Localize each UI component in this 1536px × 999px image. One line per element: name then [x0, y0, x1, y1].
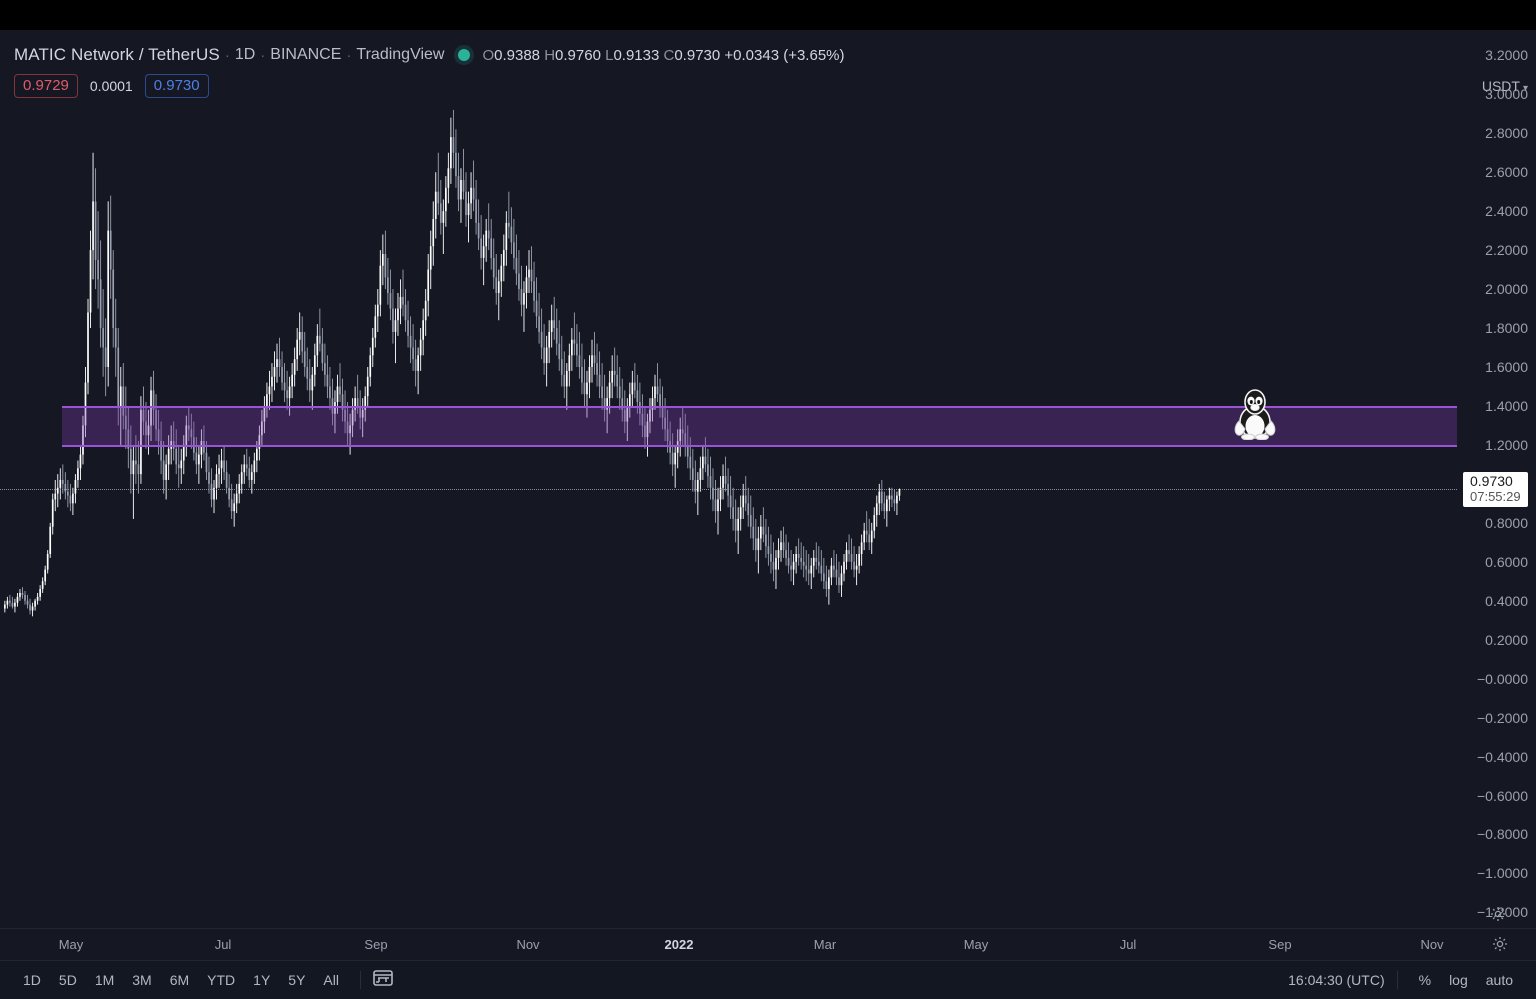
price-axis-tick: 2.8000: [1485, 125, 1528, 142]
price-axis-tick: −0.2000: [1477, 709, 1528, 726]
close-value: 0.9730: [674, 46, 721, 64]
price-tag-value: 0.9730: [1470, 473, 1513, 490]
bottom-toolbar: 1D 5D 1M 3M 6M YTD 1Y 5Y All 16:04:30 (UTC) % log…: [0, 960, 1536, 999]
timeframe-button-3m[interactable]: 3M: [132, 972, 152, 988]
price-axis-tick: 0.8000: [1485, 514, 1528, 531]
timeframe-button-all[interactable]: All: [323, 972, 339, 988]
scale-option-percent[interactable]: %: [1418, 972, 1432, 988]
time-axis-tick: Sep: [364, 937, 388, 952]
tux-penguin-icon: [1232, 388, 1278, 445]
exchange-label[interactable]: BINANCE: [270, 46, 342, 63]
price-axis-tick: 1.4000: [1485, 397, 1528, 414]
legend-quote-row: 0.9729 0.0001 0.9730: [14, 74, 845, 98]
timeframe-button-6m[interactable]: 6M: [169, 972, 190, 988]
time-axis-tick: Jul: [1119, 937, 1137, 952]
price-axis-tick: −1.2000: [1477, 904, 1528, 921]
high-label: H: [544, 46, 556, 64]
price-axis-labels[interactable]: USDT ▾ 3.2000 3.0000 2.8000 2.6000 2.4000 2.20…: [1457, 30, 1536, 928]
time-axis-tick: Nov: [1420, 937, 1444, 952]
time-axis-tick: 2022: [664, 937, 694, 952]
price-axis-tick: 1.6000: [1485, 358, 1528, 375]
price-tag-time: 07:55:29: [1470, 489, 1521, 505]
low-value: 0.9133: [613, 46, 660, 64]
change-value: +0.0343 (+3.65%): [724, 46, 845, 64]
spread-value: 0.0001: [89, 78, 133, 94]
timeframe-button-1d[interactable]: 1D: [23, 972, 41, 988]
gear-icon[interactable]: [1492, 936, 1508, 956]
time-axis-tick: Nov: [516, 937, 540, 952]
separator-dot-1: ·: [224, 46, 230, 64]
toolbar-divider-1: [359, 971, 361, 989]
legend-title-row: MATIC Network / TetherUS · 1D · BINANCE …: [14, 42, 845, 68]
bid-badge[interactable]: 0.9729: [14, 74, 78, 98]
chevron-down-icon: ▾: [1522, 83, 1528, 94]
market-open-dot-icon[interactable]: [458, 49, 471, 61]
scale-option-auto[interactable]: auto: [1485, 972, 1513, 988]
currency-selector[interactable]: USDT ▾: [1482, 78, 1528, 94]
price-axis-tick: −0.6000: [1477, 787, 1528, 804]
price-axis-tick: 3.2000: [1485, 47, 1528, 64]
timeframe-button-5y[interactable]: 5Y: [288, 972, 306, 988]
candlestick-series: [4, 109, 901, 617]
price-axis-tick: 1.2000: [1485, 436, 1528, 453]
price-axis-tick: −0.8000: [1477, 826, 1528, 843]
price-axis-tick: −1.0000: [1477, 865, 1528, 882]
time-axis-labels[interactable]: May Jul Sep Nov 2022 Mar May Jul Sep Nov: [0, 928, 1536, 961]
toolbar-divider-2: [1396, 971, 1398, 989]
high-value: 0.9760: [555, 46, 601, 64]
price-axis-tick: 2.6000: [1485, 164, 1528, 181]
timeframe-button-ytd[interactable]: YTD: [207, 972, 236, 988]
scale-options: % log auto: [1410, 969, 1536, 991]
price-axis-tick: −0.4000: [1477, 748, 1528, 765]
time-axis-tick: Sep: [1268, 937, 1292, 952]
low-label: L: [605, 46, 614, 64]
timeframe-buttons: 1D 5D 1M 3M 6M YTD 1Y 5Y All: [14, 969, 348, 991]
price-axis-tick: −0.0000: [1477, 670, 1528, 687]
date-range-icon[interactable]: [373, 969, 393, 992]
current-price-line: [0, 489, 1457, 491]
price-axis-tick: 2.2000: [1485, 242, 1528, 259]
utc-clock: 16:04:30 (UTC): [1288, 972, 1385, 988]
symbol-name[interactable]: MATIC Network / TetherUS: [14, 45, 220, 64]
time-axis-tick: Jul: [214, 937, 232, 952]
time-axis-tick: May: [963, 937, 989, 952]
price-axis-tick: 0.4000: [1485, 592, 1528, 609]
current-price-tag[interactable]: 0.9730 07:55:29: [1463, 472, 1528, 508]
scale-option-log[interactable]: log: [1449, 972, 1468, 988]
timeframe-button-1m[interactable]: 1M: [94, 972, 115, 988]
currency-label: USDT: [1481, 78, 1520, 94]
open-value: 0.9388: [494, 46, 541, 64]
top-black-strip: [0, 0, 1536, 30]
ohlc-values: O0.9388 H0.9760 L0.9133 C0.9730 +0.0343 …: [482, 47, 844, 64]
open-label: O: [482, 46, 495, 64]
price-axis-tick: 0.6000: [1485, 553, 1528, 570]
interval-label[interactable]: 1D: [234, 46, 256, 63]
chart-legend: MATIC Network / TetherUS · 1D · BINANCE …: [14, 42, 845, 98]
time-axis-tick: May: [58, 937, 84, 952]
separator-dot-3: ·: [346, 46, 352, 64]
time-axis-tick: Mar: [813, 937, 837, 952]
gear-icon[interactable]: [1490, 906, 1506, 926]
price-axis-tick: 2.4000: [1485, 203, 1528, 220]
price-axis-tick: 0.2000: [1485, 631, 1528, 648]
price-axis-tick: 2.0000: [1485, 281, 1528, 298]
ask-badge[interactable]: 0.9730: [144, 74, 209, 98]
timeframe-button-5d[interactable]: 5D: [58, 972, 77, 988]
price-axis-tick: 3.0000: [1485, 86, 1528, 103]
provider-label: TradingView: [356, 46, 445, 63]
separator-dot-2: ·: [260, 46, 266, 64]
timeframe-button-1y[interactable]: 1Y: [253, 972, 271, 988]
close-label: C: [663, 46, 675, 64]
price-axis-tick: 1.8000: [1485, 320, 1528, 337]
resistance-zone[interactable]: [62, 405, 1457, 447]
